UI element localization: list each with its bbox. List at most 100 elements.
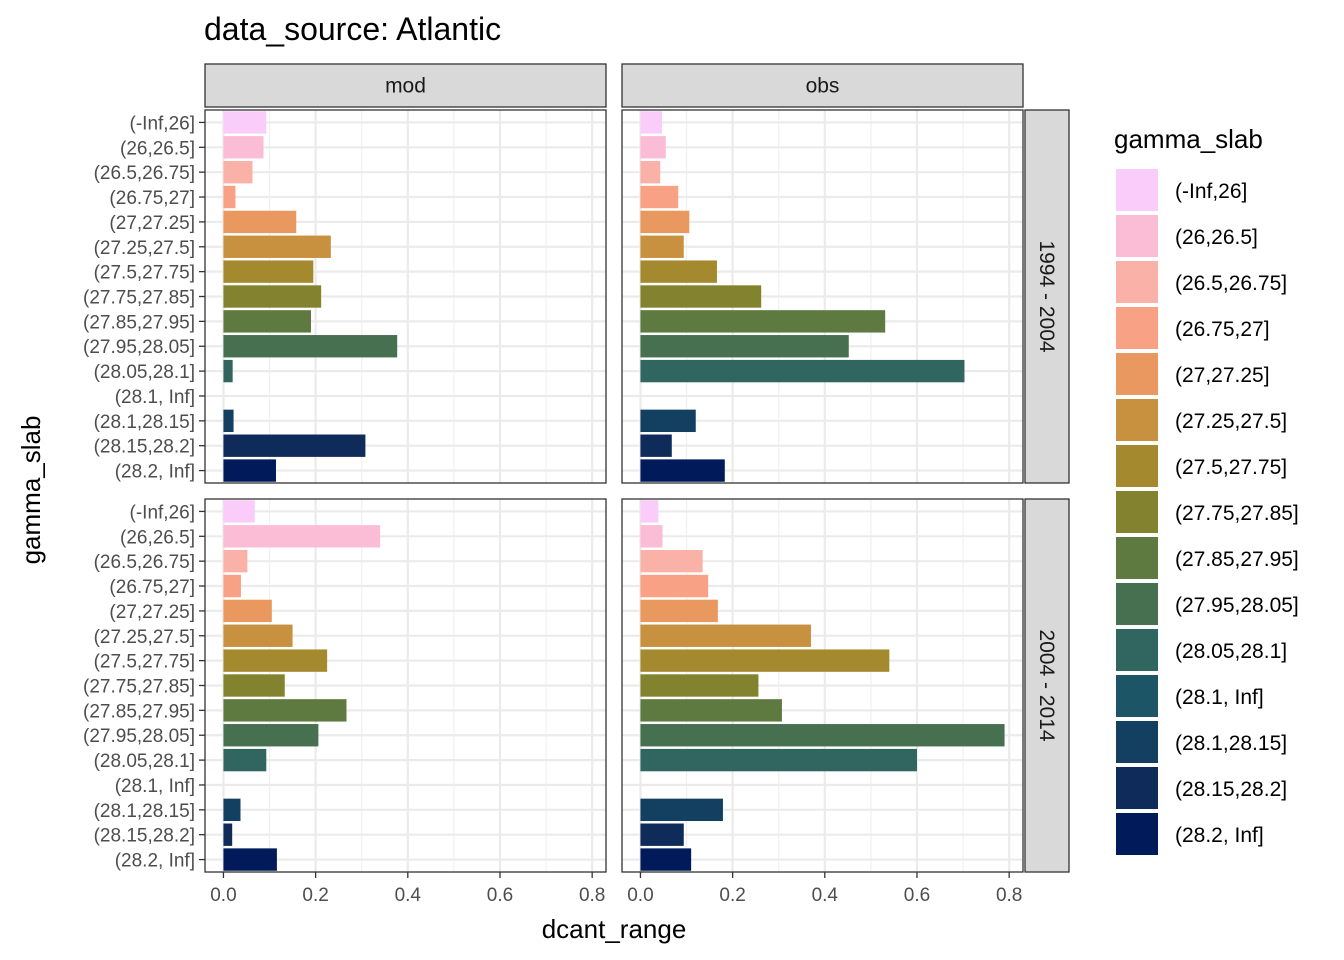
facet-panels: mod obs 1994 - 2004 2004 - 2014 (-Inf,26] (26…	[83, 63, 1070, 906]
legend-key-12	[1116, 721, 1158, 763]
y-tick-label: (27.85,27.95]	[83, 701, 195, 722]
legend-key-11	[1116, 675, 1158, 717]
bar-mod-1-4	[223, 599, 272, 623]
legend-key-3	[1116, 307, 1158, 349]
bar-mod-1-0	[223, 500, 255, 523]
bar-obs-0-7	[640, 285, 762, 308]
legend-key-8	[1116, 537, 1158, 579]
bar-obs-1-8	[640, 699, 782, 722]
bar-obs-0-9	[640, 335, 849, 358]
legend-label-6: (27.5,27.75]	[1175, 456, 1287, 479]
bar-obs-0-5	[640, 235, 684, 258]
legend-label-7: (27.75,27.85]	[1175, 502, 1299, 525]
bar-mod-1-9	[223, 724, 319, 747]
strip-label-mod: mod	[385, 75, 426, 98]
y-tick-label: (28.1, Inf]	[115, 776, 195, 797]
legend-key-13	[1116, 767, 1158, 809]
y-tick-label: (27.75,27.85]	[83, 288, 195, 309]
legend: (-Inf,26] (26,26.5] (26.5,26.75] (26.75,27]…	[1116, 169, 1299, 855]
bar-mod-1-12	[223, 798, 241, 822]
bar-obs-1-7	[640, 674, 759, 697]
bar-mod-0-8	[223, 310, 312, 333]
x-tick-label: 0.8	[579, 885, 605, 906]
strip-row-1	[1024, 498, 1070, 873]
bar-mod-0-9	[223, 335, 398, 358]
y-tick-label: (28.05,28.1]	[94, 362, 195, 383]
bar-obs-0-0	[640, 111, 663, 134]
bar-mod-1-5	[223, 624, 293, 647]
x-axis-title: dcant_range	[542, 914, 687, 944]
bar-mod-1-2	[223, 549, 248, 573]
panel-obs-0	[621, 109, 1024, 484]
bar-obs-1-0	[640, 500, 659, 523]
strip-obs	[621, 63, 1024, 108]
legend-label-2: (26.5,26.75]	[1175, 272, 1287, 295]
panel-mod-1: (-Inf,26] (26,26.5] (26.5,26.75] (26.75,27]…	[83, 498, 607, 906]
bar-mod-0-12	[223, 409, 234, 433]
bar-obs-0-8	[640, 310, 886, 333]
legend-label-13: (28.15,28.2]	[1175, 778, 1287, 801]
y-tick-label: (26.5,26.75]	[94, 552, 195, 573]
strip-row-0	[1024, 109, 1070, 484]
x-tick-label: 0.4	[395, 885, 422, 906]
bar-obs-0-6	[640, 260, 717, 283]
bar-obs-0-14	[640, 459, 725, 482]
y-tick-label: (27.75,27.85]	[83, 677, 195, 698]
bar-obs-0-3	[640, 185, 679, 209]
y-tick-label: (28.1, Inf]	[115, 387, 195, 408]
legend-label-10: (28.05,28.1]	[1175, 640, 1287, 663]
x-tick-label: 0.6	[904, 885, 930, 906]
bar-mod-1-1	[223, 525, 381, 548]
bar-mod-0-4	[223, 210, 297, 234]
panel-obs-1: 0.0 0.2 0.4 0.6 0.8	[621, 498, 1024, 906]
legend-label-14: (28.2, Inf]	[1175, 824, 1264, 847]
bar-mod-1-3	[223, 574, 241, 598]
legend-label-12: (28.1,28.15]	[1175, 732, 1287, 755]
legend-key-2	[1116, 261, 1158, 303]
bar-obs-1-3	[640, 574, 709, 598]
bar-obs-0-1	[640, 136, 666, 159]
bar-mod-0-14	[223, 459, 276, 482]
bar-obs-1-12	[640, 798, 723, 822]
legend-label-1: (26,26.5]	[1175, 226, 1258, 249]
legend-key-10	[1116, 629, 1158, 671]
bar-mod-0-7	[223, 285, 322, 308]
bar-obs-1-13	[640, 823, 684, 846]
bar-obs-0-13	[640, 434, 672, 457]
legend-label-5: (27.25,27.5]	[1175, 410, 1287, 433]
bar-mod-1-7	[223, 674, 285, 697]
x-tick-label: 0.8	[996, 885, 1022, 906]
strip-label-row-0: 1994 - 2004	[1035, 240, 1058, 352]
y-tick-label: (27,27.25]	[109, 213, 195, 234]
bar-mod-1-10	[223, 748, 267, 772]
y-tick-label: (28.15,28.2]	[94, 437, 195, 458]
y-tick-label: (27.5,27.75]	[94, 652, 195, 673]
legend-key-4	[1116, 353, 1158, 395]
bar-mod-0-0	[223, 111, 267, 134]
x-tick-label: 0.0	[627, 885, 653, 906]
panel-border	[621, 498, 1024, 873]
legend-label-8: (27.85,27.95]	[1175, 548, 1299, 571]
y-tick-label: (27.85,27.95]	[83, 312, 195, 333]
bar-mod-1-13	[223, 823, 233, 846]
y-tick-label: (26.75,27]	[109, 577, 195, 598]
y-tick-label: (-Inf,26]	[130, 502, 195, 523]
bar-mod-1-14	[223, 848, 277, 871]
y-tick-label: (27,27.25]	[109, 602, 195, 623]
bar-obs-1-5	[640, 624, 811, 647]
bar-obs-1-9	[640, 724, 1005, 747]
bar-obs-1-14	[640, 848, 692, 871]
y-tick-label: (27.95,28.05]	[83, 337, 195, 358]
y-tick-label: (27.25,27.5]	[94, 627, 195, 648]
chart-title: data_source: Atlantic	[204, 11, 501, 47]
bar-obs-0-10	[640, 359, 965, 383]
legend-label-11: (28.1, Inf]	[1175, 686, 1264, 709]
strip-label-row-1: 2004 - 2014	[1035, 629, 1058, 741]
legend-key-7	[1116, 491, 1158, 533]
bar-obs-1-4	[640, 599, 718, 623]
bar-obs-0-12	[640, 409, 696, 433]
bar-obs-1-2	[640, 549, 703, 573]
x-tick-label: 0.0	[210, 885, 236, 906]
x-tick-label: 0.6	[487, 885, 513, 906]
